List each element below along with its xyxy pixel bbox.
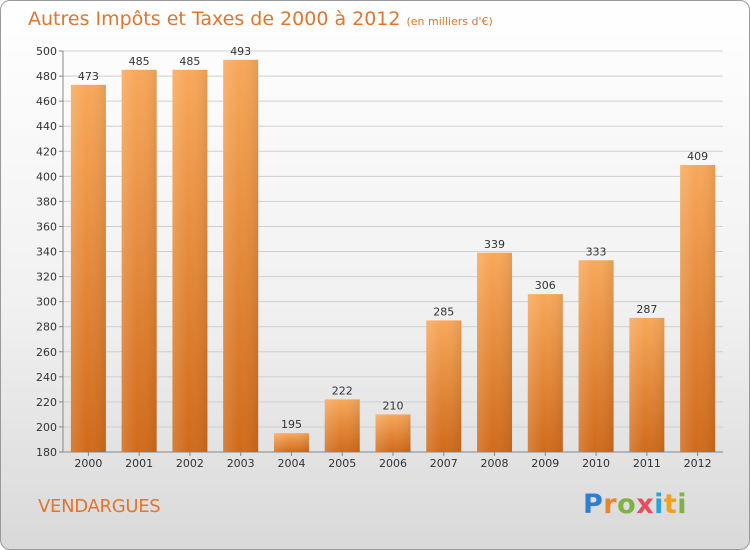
y-tick-label: 500 [36, 45, 57, 58]
x-tick-label: 2010 [582, 457, 610, 470]
chart-title-block: Autres Impôts et Taxes de 2000 à 2012 (en… [28, 8, 493, 30]
y-tick-label: 320 [36, 271, 57, 284]
data-label: 333 [586, 245, 607, 258]
bar-shine [223, 59, 259, 452]
data-label: 222 [332, 384, 353, 397]
chart-subtitle: (en milliers d'€) [406, 15, 493, 28]
bar-shine [477, 252, 513, 452]
commune-name: VENDARGUES [38, 496, 161, 517]
bar-shine [70, 84, 106, 452]
y-tick-label: 260 [36, 346, 57, 359]
x-tick-label: 2000 [74, 457, 102, 470]
logo-letter: o [617, 489, 637, 520]
x-tick-label: 2001 [125, 457, 153, 470]
bar-shine [426, 320, 462, 452]
data-label: 493 [230, 45, 251, 58]
data-label: 473 [78, 70, 99, 83]
logo-letter: i [677, 489, 688, 520]
x-tick-label: 2004 [277, 457, 305, 470]
x-tick-label: 2006 [379, 457, 407, 470]
x-tick-label: 2012 [684, 457, 712, 470]
x-tick-label: 2009 [531, 457, 559, 470]
data-label: 195 [281, 418, 302, 431]
y-tick-label: 240 [36, 371, 57, 384]
chart-title: Autres Impôts et Taxes de 2000 à 2012 [28, 8, 401, 30]
logo-letter: x [636, 489, 655, 520]
y-tick-label: 400 [36, 170, 57, 183]
data-label: 285 [433, 305, 454, 318]
bar-shine [172, 69, 208, 452]
y-tick-label: 300 [36, 296, 57, 309]
bars [70, 59, 716, 453]
bar-shine [121, 69, 157, 452]
bar-shine [273, 433, 309, 452]
proxiti-logo: Proxiti [583, 489, 687, 520]
x-tick-label: 2005 [328, 457, 356, 470]
data-label: 409 [687, 150, 708, 163]
x-tick-label: 2003 [227, 457, 255, 470]
y-tick-label: 340 [36, 246, 57, 259]
logo-letter: i [654, 489, 664, 520]
y-tick-label: 360 [36, 220, 57, 233]
bar-shine [578, 260, 614, 452]
x-tick-label: 2011 [633, 457, 661, 470]
data-labels: 473 485 485 493 195 222 210 285 339 306 333 287 409 [78, 45, 708, 431]
data-label: 485 [179, 55, 200, 68]
data-label: 306 [535, 279, 556, 292]
y-tick-label: 180 [36, 446, 57, 459]
y-tick-label: 420 [36, 145, 57, 158]
logo-letter: r [603, 489, 618, 520]
y-tick-label: 200 [36, 421, 57, 434]
data-label: 287 [636, 303, 657, 316]
y-tick-label: 280 [36, 321, 57, 334]
data-label: 210 [383, 399, 404, 412]
x-tick-label: 2008 [481, 457, 509, 470]
y-tick-label: 480 [36, 70, 57, 83]
y-tick-label: 440 [36, 120, 57, 133]
grid-lines [63, 50, 723, 453]
bar-shine [324, 399, 360, 452]
logo-letter: t [663, 489, 678, 520]
y-tick-label: 460 [36, 95, 57, 108]
y-tick-label: 380 [36, 195, 57, 208]
x-axis: 2000 2001 2002 2003 2004 2005 2006 2007 2008 2009… [74, 452, 712, 470]
bar-shine [527, 294, 563, 452]
y-axis: 180 200 220 240 260 280 300 320 340 360 380 400 420 4… [36, 45, 723, 459]
y-tick-label: 220 [36, 396, 57, 409]
x-tick-label: 2002 [176, 457, 204, 470]
bar-shine [629, 317, 665, 452]
data-label: 485 [129, 55, 150, 68]
bar-shine [375, 414, 411, 452]
bar-shine [680, 165, 716, 453]
logo-letter: P [583, 489, 604, 520]
x-tick-label: 2007 [430, 457, 458, 470]
data-label: 339 [484, 238, 505, 251]
